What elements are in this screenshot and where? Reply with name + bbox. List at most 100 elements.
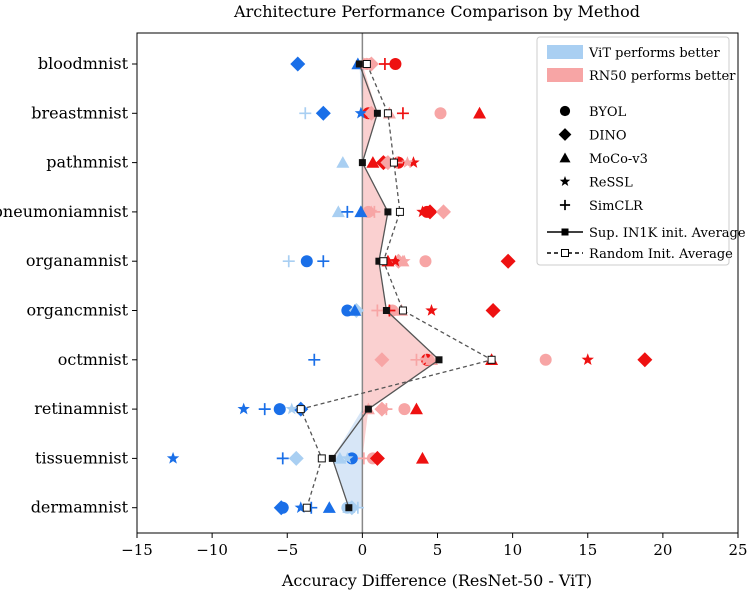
point-ressl-random-organamnist bbox=[398, 254, 411, 267]
y-tick-label-organcmnist: organcmnist bbox=[26, 301, 128, 320]
legend-marker-ressl bbox=[559, 175, 571, 186]
legend-marker-byol bbox=[559, 105, 571, 117]
point-dino-sup-bloodmnist bbox=[290, 56, 306, 72]
plot-area bbox=[166, 33, 653, 533]
point-dino-random-tissuemnist bbox=[288, 450, 304, 466]
y-tick-label-pneumoniamnist: pneumoniamnist bbox=[0, 202, 129, 221]
point-byol-sup-organamnist bbox=[300, 255, 313, 268]
point-dino-random-octmnist bbox=[374, 352, 390, 368]
point-simclr-sup-pneumoniamnist bbox=[341, 205, 354, 218]
point-ressl-random-tissuemnist bbox=[341, 451, 354, 464]
point-byol-random-retinamnist bbox=[398, 403, 411, 416]
x-tick-label: 10 bbox=[503, 541, 522, 559]
legend-marker-simclr bbox=[559, 199, 571, 211]
legend-label-ressl: ReSSL bbox=[589, 176, 633, 191]
point-ressl-random-retinamnist bbox=[285, 402, 298, 415]
point-dino-sup-pneumoniamnist bbox=[422, 204, 438, 220]
rn50-better-region bbox=[362, 64, 440, 508]
point-moco-v3-random-pneumoniamnist bbox=[331, 205, 345, 218]
point-simclr-sup-bloodmnist bbox=[378, 58, 391, 70]
point-simclr-sup-tissuemnist bbox=[276, 452, 289, 465]
y-tick-label-dermamnist: dermamnist bbox=[31, 498, 129, 517]
point-ressl-sup-tissuemnist bbox=[166, 451, 180, 464]
point-ressl-sup-retinamnist bbox=[237, 402, 250, 415]
point-byol-sup-retinamnist bbox=[273, 403, 286, 416]
point-ressl-random-pathmnist bbox=[401, 156, 414, 168]
sup-average-marker bbox=[382, 307, 390, 314]
point-moco-v3-sup-pathmnist bbox=[366, 156, 380, 168]
y-tick-label-retinamnist: retinamnist bbox=[34, 399, 128, 418]
random-average-marker bbox=[317, 454, 326, 463]
random-average-line bbox=[299, 63, 494, 508]
y-tick-label-tissuemnist: tissuemnist bbox=[35, 448, 129, 467]
point-simclr-random-octmnist bbox=[410, 353, 423, 366]
legend-marker-moco-v3 bbox=[559, 152, 571, 163]
legend-label-sup: Sup. IN1K init. Average bbox=[589, 226, 746, 241]
point-simclr-random-organcmnist bbox=[371, 304, 384, 317]
random-average-marker bbox=[487, 355, 496, 364]
point-simclr-random-tissuemnist bbox=[357, 452, 370, 465]
random-average-marker bbox=[395, 207, 404, 216]
point-ressl-sup-breastmnist bbox=[354, 106, 368, 119]
point-simclr-random-retinamnist bbox=[380, 403, 393, 416]
sup-average-line bbox=[331, 63, 441, 508]
legend-label-dino: DINO bbox=[589, 129, 627, 144]
x-tick-label: 0 bbox=[358, 541, 368, 559]
point-simclr-sup-breastmnist bbox=[396, 107, 409, 120]
point-ressl-random-breastmnist bbox=[365, 106, 378, 119]
point-ressl-random-octmnist bbox=[419, 353, 432, 366]
point-moco-v3-sup-breastmnist bbox=[473, 106, 487, 119]
random-average-marker bbox=[296, 405, 305, 414]
point-byol-sup-bloodmnist bbox=[389, 58, 402, 70]
point-dino-sup-breastmnist bbox=[315, 105, 331, 121]
point-simclr-sup-organamnist bbox=[317, 255, 330, 268]
legend-label-simclr: SimCLR bbox=[589, 199, 644, 214]
sup-average-marker bbox=[355, 60, 363, 68]
point-moco-v3-sup-retinamnist bbox=[409, 402, 423, 415]
random-average-marker bbox=[389, 158, 398, 167]
point-ressl-sup-octmnist bbox=[581, 353, 594, 366]
y-tick-label-bloodmnist: bloodmnist bbox=[38, 54, 129, 73]
point-byol-random-organamnist bbox=[419, 255, 432, 268]
x-axis-label: Accuracy Difference (ResNet-50 - ViT) bbox=[281, 571, 592, 590]
point-moco-v3-random-pathmnist bbox=[336, 156, 350, 168]
legend-swatch-rn50 bbox=[547, 68, 583, 82]
sup-average-marker bbox=[384, 208, 392, 216]
point-simclr-sup-retinamnist bbox=[258, 403, 271, 416]
point-ressl-sup-organamnist bbox=[389, 254, 402, 267]
point-simclr-random-dermamnist bbox=[351, 501, 364, 514]
sup-average-marker bbox=[364, 405, 372, 413]
y-tick-label-pathmnist: pathmnist bbox=[46, 153, 128, 172]
legend-marker-dino bbox=[558, 128, 572, 141]
point-moco-v3-sup-organcmnist bbox=[348, 304, 362, 316]
legend-marker-random bbox=[561, 249, 569, 257]
point-ressl-sup-pneumoniamnist bbox=[416, 205, 429, 218]
x-tick-label: −10 bbox=[196, 541, 228, 559]
y-tick-label-organamnist: organamnist bbox=[26, 251, 129, 270]
legend-marker-sup bbox=[561, 228, 569, 236]
legend-label-byol: BYOL bbox=[589, 105, 627, 120]
point-simclr-random-organamnist bbox=[282, 255, 295, 268]
point-dino-sup-tissuemnist bbox=[369, 450, 385, 466]
plot-frame: −15 −10 −5 0 5 10 15 20 25 bloodmnist breastmnist p… bbox=[0, 32, 748, 559]
sup-average-marker bbox=[373, 109, 381, 117]
random-average-marker bbox=[302, 503, 311, 512]
sup-average-marker bbox=[345, 504, 353, 512]
random-average-marker bbox=[383, 109, 392, 118]
sup-average-marker bbox=[435, 356, 443, 364]
sup-average-marker bbox=[358, 159, 366, 167]
point-moco-v3-sup-dermamnist bbox=[322, 501, 336, 513]
point-simclr-random-breastmnist bbox=[299, 107, 312, 120]
point-byol-random-breastmnist bbox=[434, 107, 447, 120]
point-ressl-sup-dermamnist bbox=[294, 501, 307, 513]
legend-swatch-vit bbox=[547, 45, 583, 59]
point-ressl-sup-pathmnist bbox=[407, 156, 420, 168]
y-tick-label-octmnist: octmnist bbox=[58, 350, 129, 369]
random-average-marker bbox=[398, 306, 407, 315]
legend-box bbox=[536, 36, 730, 266]
legend-label-vit: ViT performs better bbox=[588, 46, 720, 61]
random-average-marker bbox=[362, 60, 371, 68]
sup-average-marker bbox=[375, 257, 383, 265]
point-moco-v3-sup-pneumoniamnist bbox=[354, 205, 368, 218]
